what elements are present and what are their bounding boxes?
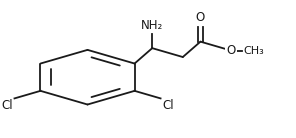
Text: O: O	[196, 11, 205, 24]
Text: O: O	[226, 44, 236, 57]
Text: CH₃: CH₃	[244, 46, 265, 55]
Text: NH₂: NH₂	[141, 19, 163, 32]
Text: Cl: Cl	[1, 99, 13, 112]
Text: Cl: Cl	[162, 99, 174, 112]
